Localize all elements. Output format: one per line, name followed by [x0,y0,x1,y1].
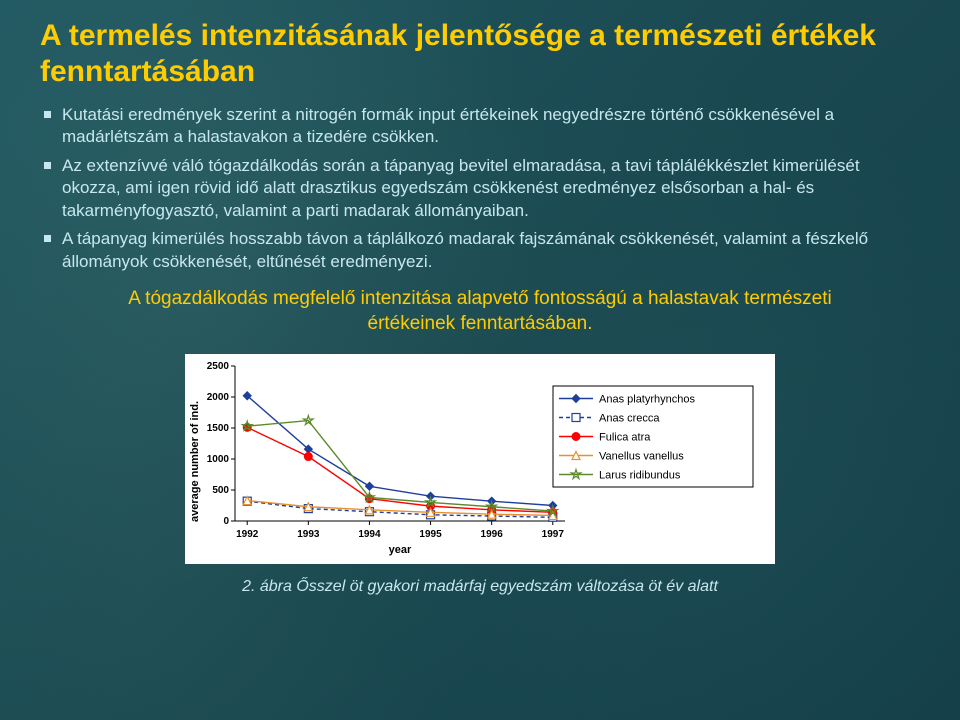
highlight-text: A tógazdálkodás megfelelő intenzitása al… [100,287,860,336]
bullet-list: Kutatási eredmények szerint a nitrogén f… [40,104,920,273]
y-axis-label: average number of ind. [189,401,201,522]
bullet-item: Kutatási eredmények szerint a nitrogén f… [40,104,920,149]
svg-text:Vanellus vanellus: Vanellus vanellus [599,451,684,463]
svg-text:1993: 1993 [297,529,320,540]
svg-text:0: 0 [223,516,229,527]
chart-caption: 2. ábra Ősszel öt gyakori madárfaj egyed… [40,578,920,596]
svg-text:Anas crecca: Anas crecca [599,413,660,425]
slide: A termelés intenzitásának jelentősége a … [0,0,960,720]
chart-container: average number of ind. 0 500 1000 1500 2000 2… [185,354,775,564]
svg-text:Larus ridibundus: Larus ridibundus [599,470,681,482]
svg-text:1994: 1994 [358,529,381,540]
svg-text:1992: 1992 [236,529,259,540]
svg-text:500: 500 [212,485,229,496]
svg-text:1000: 1000 [207,454,230,465]
svg-text:1997: 1997 [542,529,565,540]
line-chart: 0 500 1000 1500 2000 2500 1992 1993 1994 1995 1996… [201,360,785,557]
page-title: A termelés intenzitásának jelentősége a … [40,18,920,90]
bullet-item: Az extenzívvé váló tógazdálkodás során a… [40,155,920,222]
svg-text:1996: 1996 [481,529,504,540]
svg-text:Fulica atra: Fulica atra [599,432,651,444]
svg-text:2000: 2000 [207,392,230,403]
svg-text:1995: 1995 [419,529,442,540]
svg-text:Anas platyrhynchos: Anas platyrhynchos [599,394,695,406]
svg-text:1500: 1500 [207,423,230,434]
slide-content: A termelés intenzitásának jelentősége a … [40,18,920,596]
svg-text:2500: 2500 [207,361,230,372]
svg-text:year: year [389,544,412,556]
bullet-item: A tápanyag kimerülés hosszabb távon a tá… [40,228,920,273]
